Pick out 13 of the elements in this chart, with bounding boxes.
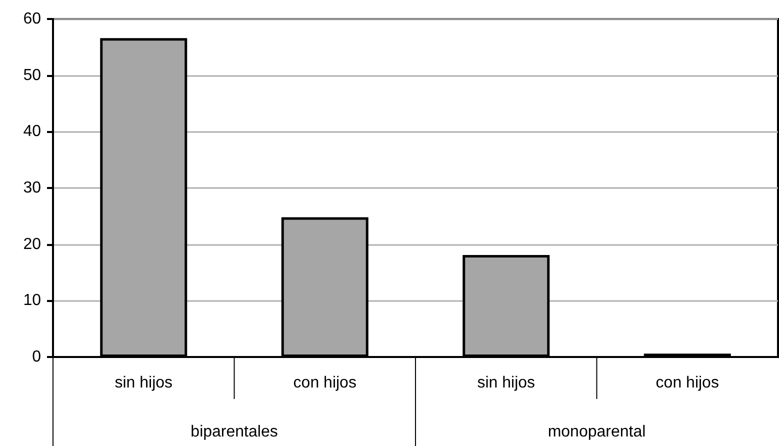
x-tick-label: con hijos bbox=[293, 374, 356, 392]
y-tick-label: 10 bbox=[23, 292, 42, 310]
y-tick-label: 0 bbox=[32, 348, 42, 366]
y-tick-label: 40 bbox=[23, 123, 42, 140]
text: biparentales bbox=[190, 424, 278, 440]
y-tick-label: 30 bbox=[23, 180, 42, 196]
y-tick-label: 50 bbox=[23, 66, 42, 84]
x-tick-label: sin hijos bbox=[477, 374, 536, 392]
y-tick-label: 20 bbox=[23, 236, 42, 253]
x-tick-label: sin hijos bbox=[114, 374, 173, 392]
x-tick-label: con hijos bbox=[656, 374, 719, 392]
text: monoparental bbox=[548, 424, 646, 440]
y-tick-label: 60 bbox=[23, 10, 42, 28]
